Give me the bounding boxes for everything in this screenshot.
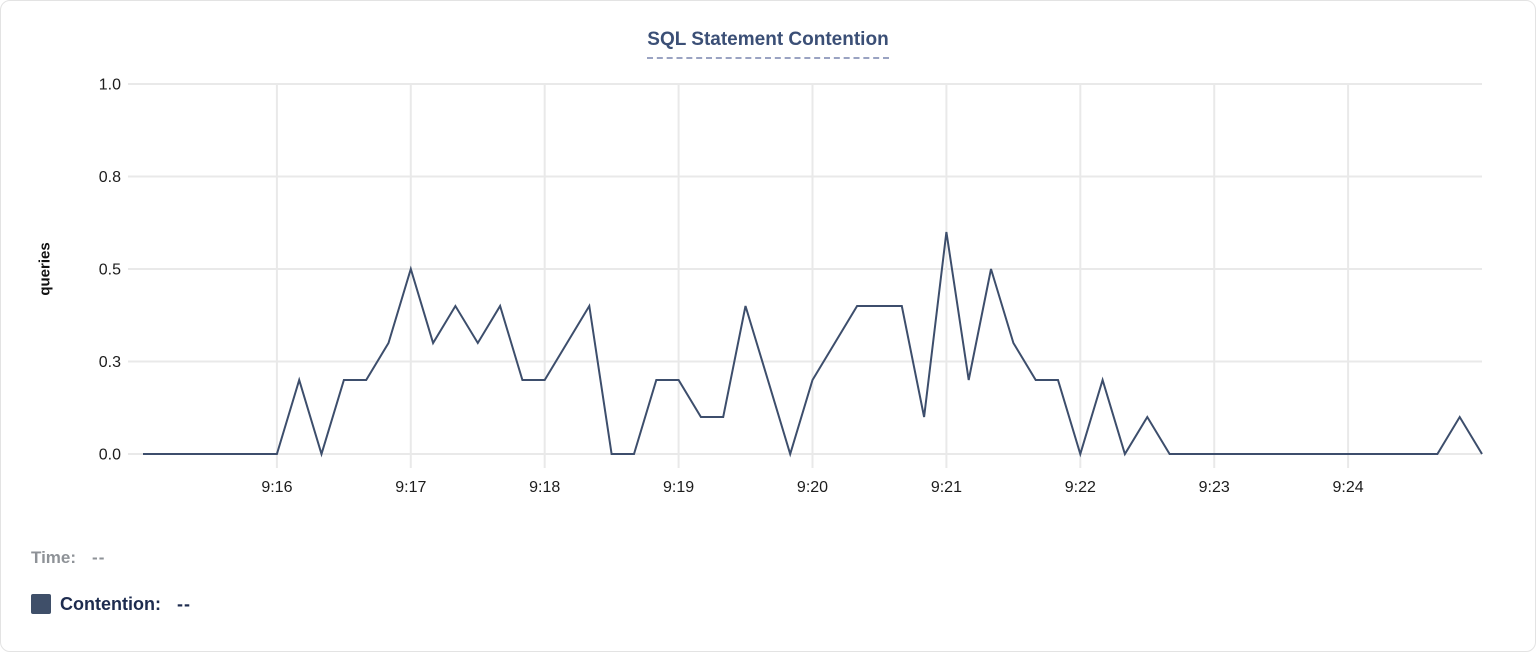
time-label: Time: <box>31 548 77 567</box>
x-tick-label: 9:19 <box>663 479 694 496</box>
y-tick-label: 0.3 <box>99 354 121 371</box>
contention-line-chart[interactable]: 0.0 0.3 0.5 0.8 1.0 9:16 9:17 9:18 9:19 9:20 9:21 9… <box>1 1 1536 521</box>
contention-value: -- <box>176 593 191 614</box>
y-tick-label: 1.0 <box>99 77 121 94</box>
x-tick-label: 9:20 <box>797 479 828 496</box>
x-tick-label: 9:23 <box>1199 479 1230 496</box>
contention-series-line <box>143 231 1483 458</box>
y-tick-label: 0.8 <box>99 169 121 186</box>
contention-series-swatch <box>31 594 51 614</box>
legend-time-row: Time: -- <box>31 545 191 571</box>
chart-title-wrap: SQL Statement Contention <box>1 29 1535 59</box>
contention-label: Contention: <box>60 593 161 614</box>
x-tick-label: 9:22 <box>1065 479 1096 496</box>
x-tick-label: 9:21 <box>931 479 962 496</box>
time-value: -- <box>92 548 106 567</box>
y-tick-label: 0.0 <box>99 447 121 464</box>
chart-legend: Time: -- Contention: -- <box>31 545 191 617</box>
y-tick-label: 0.5 <box>99 262 121 279</box>
x-tick-label: 9:24 <box>1333 479 1364 496</box>
x-tick-label: 9:17 <box>395 479 426 496</box>
y-axis-label: queries <box>36 242 54 296</box>
x-tick-label: 9:18 <box>529 479 560 496</box>
x-tick-label: 9:16 <box>261 479 292 496</box>
chart-title[interactable]: SQL Statement Contention <box>647 29 889 59</box>
legend-contention-row: Contention: -- <box>31 591 191 617</box>
